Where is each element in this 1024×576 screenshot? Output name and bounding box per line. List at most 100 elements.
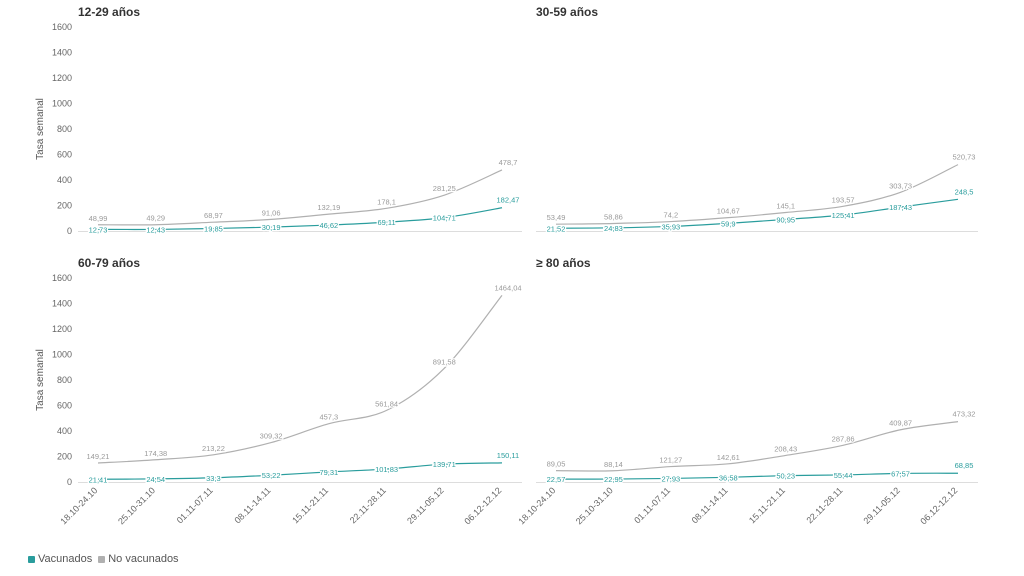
data-label-no-vacunados: 891,58 (433, 357, 456, 366)
y-tick-label-600: 600 (57, 401, 72, 411)
data-label-vacunados: 50,23 (776, 472, 795, 481)
x-tick-label-06-12-12-12: 06.12-12.12 (918, 485, 959, 526)
data-label-no-vacunados: 104,67 (717, 207, 740, 216)
series-line-vacunados (555, 472, 959, 480)
data-label-no-vacunados: 89,05 (547, 460, 566, 469)
x-tick-label-01-11-07-11: 01.11-07.11 (175, 485, 215, 525)
y-tick-label-200: 200 (57, 452, 72, 462)
data-label-no-vacunados: 281,25 (433, 184, 456, 193)
data-label-vacunados: 21,52 (547, 224, 566, 233)
panel-12-29-a-os: 12-29 años 0 200 400 600 800 1000 1200 1400 1600 T… (35, 5, 522, 236)
legend-label-vacunados: Vacunados (38, 553, 93, 565)
x-tick-label-25-10-31-10: 25.10-31.10 (574, 485, 615, 526)
data-label-no-vacunados: 74,2 (664, 211, 679, 220)
x-tick-label-18-10-24-10: 18.10-24.10 (516, 485, 557, 526)
data-label-vacunados: 53,22 (262, 471, 281, 480)
data-label-vacunados: 125,41 (832, 211, 855, 220)
y-tick-label-400: 400 (57, 426, 72, 436)
data-label-no-vacunados: 1464,04 (494, 283, 521, 292)
y-tick-label-200: 200 (57, 201, 72, 211)
data-label-vacunados: 27,93 (661, 474, 680, 483)
data-label-vacunados: 150,11 (497, 451, 519, 460)
data-label-vacunados: 24,83 (604, 224, 623, 233)
data-label-vacunados: 182,47 (497, 196, 520, 205)
data-label-no-vacunados: 142,61 (717, 453, 740, 462)
x-tick-label-18-10-24-10: 18.10-24.10 (58, 485, 99, 526)
x-tick-label-06-12-12-12: 06.12-12.12 (462, 485, 503, 526)
x-tick-label-08-11-14-11: 08.11-14.11 (690, 485, 730, 525)
data-label-no-vacunados: 149,21 (87, 452, 110, 461)
data-label-vacunados: 104,71 (433, 214, 456, 223)
data-label-no-vacunados: 121,27 (659, 456, 682, 465)
legend-swatch-vacunados (28, 555, 35, 563)
data-label-vacunados: 19,85 (204, 224, 223, 233)
data-label-no-vacunados: 193,57 (832, 195, 855, 204)
y-tick-label-1400: 1400 (52, 48, 72, 58)
data-label-vacunados: 36,58 (719, 473, 738, 482)
y-tick-label-800: 800 (57, 375, 72, 385)
x-tick-label-25-10-31-10: 25.10-31.10 (116, 485, 157, 526)
data-label-no-vacunados: 48,99 (89, 214, 108, 223)
y-tick-label-400: 400 (57, 175, 72, 185)
y-tick-label-1600: 1600 (52, 22, 72, 32)
data-label-vacunados: 35,93 (661, 222, 680, 231)
data-label-no-vacunados: 49,29 (146, 214, 165, 223)
data-label-vacunados: 69,11 (377, 218, 395, 227)
y-tick-label-1000: 1000 (52, 99, 72, 109)
x-tick-label-29-11-05-12: 29.11-05.12 (405, 485, 446, 526)
data-label-no-vacunados: 58,86 (604, 212, 623, 221)
data-label-vacunados: 12,73 (89, 225, 108, 234)
x-tick-label-22-11-28-11: 22.11-28.11 (348, 485, 388, 525)
panel-30-59-a-os: 30-59 años 53,49 58,86 74,2 104,67 145,1 193,5… (536, 5, 978, 235)
data-label-no-vacunados: 213,22 (202, 444, 225, 453)
y-tick-label-1200: 1200 (52, 73, 72, 83)
x-tick-label-22-11-28-11: 22.11-28.11 (804, 485, 844, 525)
data-label-vacunados: 79,31 (319, 468, 338, 477)
data-label-no-vacunados: 174,38 (144, 449, 167, 458)
legend-item-no-vacunados[interactable]: No vacunados (98, 553, 179, 565)
data-label-vacunados: 59,9 (721, 219, 736, 228)
x-tick-label-15-11-21-11: 15.11-21.11 (290, 485, 330, 525)
y-tick-label-0: 0 (67, 477, 72, 487)
y-tick-label-1000: 1000 (52, 350, 72, 360)
y-tick-label-800: 800 (57, 124, 72, 134)
data-label-no-vacunados: 208,43 (774, 444, 797, 453)
series-line-no-vacunados (555, 421, 959, 472)
x-tick-label-29-11-05-12: 29.11-05.12 (861, 485, 902, 526)
data-label-vacunados: 22,95 (604, 475, 623, 484)
series-line-no-vacunados (97, 294, 503, 464)
data-label-no-vacunados: 520,73 (953, 153, 976, 162)
x-tick-label-01-11-07-11: 01.11-07.11 (632, 485, 672, 525)
series-line-vacunados (97, 207, 503, 231)
data-label-vacunados: 101,83 (375, 465, 398, 474)
data-label-no-vacunados: 309,32 (260, 432, 283, 441)
data-label-no-vacunados: 303,73 (889, 181, 912, 190)
series-line-no-vacunados (97, 169, 503, 226)
data-label-vacunados: 46,62 (319, 221, 338, 230)
data-label-vacunados: 90,95 (776, 215, 795, 224)
data-label-no-vacunados: 68,97 (204, 211, 223, 220)
data-label-no-vacunados: 132,19 (317, 203, 340, 212)
y-tick-label-600: 600 (57, 150, 72, 160)
data-label-vacunados: 12,43 (146, 225, 165, 234)
y-tick-label-1600: 1600 (52, 273, 72, 283)
series-line-vacunados (555, 198, 959, 229)
y-tick-label-0: 0 (67, 226, 72, 236)
legend-item-vacunados[interactable]: Vacunados (28, 553, 92, 565)
data-label-no-vacunados: 473,32 (953, 410, 976, 419)
data-label-no-vacunados: 91,06 (262, 208, 281, 217)
data-label-vacunados: 30,19 (262, 223, 281, 232)
data-label-no-vacunados: 409,87 (889, 419, 912, 428)
data-label-vacunados: 55,44 (834, 471, 853, 480)
panel-80-a-os: ≥ 80 años 18.10-24.10 25.10-31.10 01.11-07.… (516, 256, 978, 526)
panel-title-30-59-a-os: 30-59 años (536, 5, 598, 19)
data-label-vacunados: 24,54 (146, 475, 165, 484)
series-line-no-vacunados (555, 164, 959, 225)
data-label-vacunados: 33,3 (206, 474, 221, 483)
data-label-vacunados: 67,57 (891, 469, 910, 478)
panel-title-60-79-a-os: 60-79 años (78, 256, 140, 270)
y-tick-label-1200: 1200 (52, 324, 72, 334)
data-label-vacunados: 21,41 (89, 475, 108, 484)
x-tick-label-08-11-14-11: 08.11-14.11 (232, 485, 272, 525)
